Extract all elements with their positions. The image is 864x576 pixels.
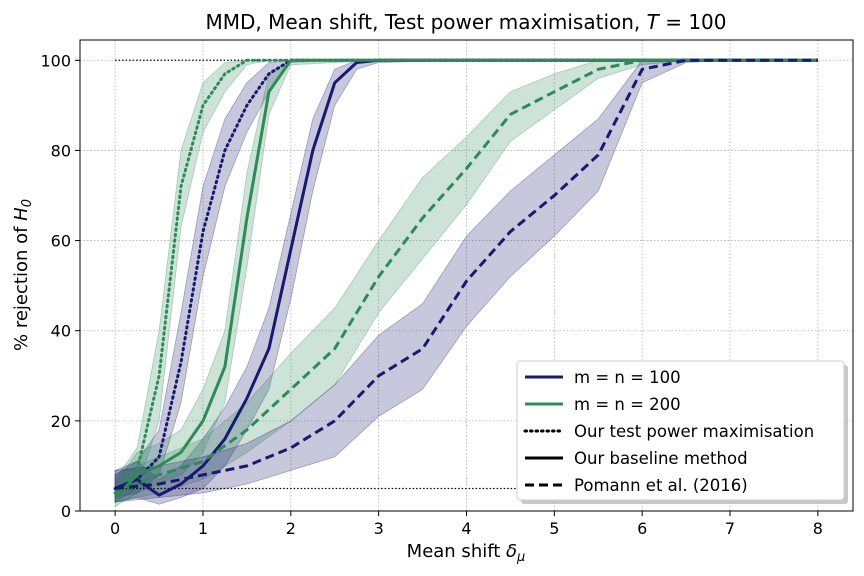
x-tick-label: 3 [374,519,384,538]
series-line-m200-pomann [114,58,818,495]
legend-label: m = n = 200 [574,395,681,414]
y-tick-label: 0 [61,502,71,521]
x-axis-ticks: 0 1 2 3 4 5 6 7 8 [110,511,823,538]
y-tick-label: 20 [51,412,71,431]
y-axis-ticks: 0 20 40 60 80 100 [40,51,80,521]
y-tick-label: 100 [40,51,71,70]
y-tick-label: 80 [51,141,71,160]
series-lines [113,58,820,499]
x-tick-label: 8 [813,519,823,538]
y-tick-label: 40 [51,322,71,341]
legend-box [516,360,845,501]
legend-label: Our test power maximisation [574,422,814,441]
legend: m = n = 100 m = n = 200 Our test power max… [516,360,848,504]
x-tick-label: 2 [286,519,296,538]
y-tick-label: 60 [51,232,71,251]
series-line-m200-ours_power [113,58,820,495]
series-line-m200-ours_baseline [114,58,818,499]
x-tick-label: 7 [725,519,735,538]
legend-label: Our baseline method [574,449,748,468]
reference-lines [115,59,555,490]
x-tick-label: 0 [110,519,120,538]
x-tick-label: 5 [549,519,559,538]
series-line-m100-pomann [114,58,818,490]
x-tick-label: 4 [461,519,471,538]
x-tick-label: 1 [198,519,208,538]
legend-label: m = n = 100 [574,368,681,387]
x-axis-label: Mean shift δμ [407,541,526,565]
y-axis-label: % rejection of H0 [11,199,35,351]
x-tick-label: 6 [637,519,647,538]
chart-title: MMD, Mean shift, Test power maximisation… [205,10,726,34]
legend-label: Pomann et al. (2016) [574,476,748,495]
